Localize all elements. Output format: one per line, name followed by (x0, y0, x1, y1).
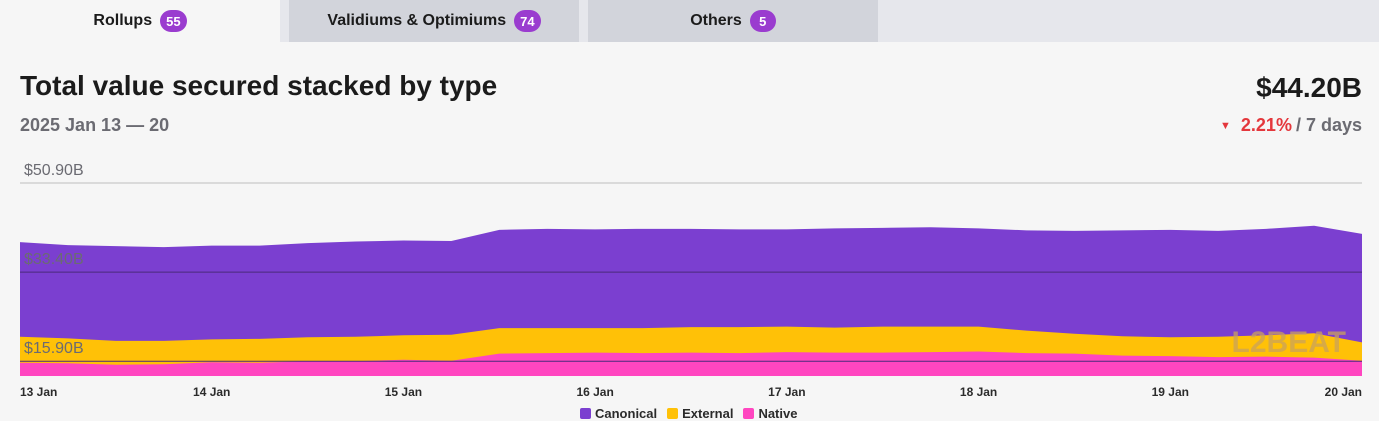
total-value: $44.20B (1256, 72, 1362, 103)
tvs-stacked-area-chart[interactable]: $50.90B $33.40B $15.90B 13 Jan 14 Jan 15 Jan 1… (0, 150, 1379, 400)
tab-bar: Rollups 55 Validiums & Optimiums 74 Othe… (0, 0, 1379, 42)
x-tick-label: 14 Jan (193, 385, 230, 399)
legend-swatch-canonical (580, 408, 591, 419)
chart-title: Total value secured stacked by type (20, 70, 498, 101)
x-tick-label: 13 Jan (20, 385, 57, 399)
tab-validiums-optimiums[interactable]: Validiums & Optimiums 74 (289, 0, 579, 42)
legend-item-native[interactable]: Native (743, 406, 797, 421)
x-tick-label: 15 Jan (385, 385, 422, 399)
triangle-down-icon: ▼ (1220, 119, 1231, 132)
change-indicator: ▼ 2.21% / 7 days (1220, 115, 1362, 136)
date-range: 2025 Jan 13 — 20 (20, 115, 170, 135)
x-tick-label: 20 Jan (1325, 385, 1362, 399)
tab-others[interactable]: Others 5 (588, 0, 878, 42)
tab-rollups-count-badge: 55 (160, 10, 187, 32)
change-period: / 7 days (1295, 115, 1362, 135)
legend-swatch-external (667, 408, 679, 419)
x-tick-label: 18 Jan (960, 385, 997, 399)
l2beat-watermark-logo: L2BEAT (1232, 326, 1346, 359)
legend-label-canonical: Canonical (595, 406, 658, 421)
tab-validiums-optimiums-label: Validiums & Optimiums (327, 12, 507, 29)
legend-label-external: External (682, 406, 734, 421)
x-tick-label: 16 Jan (576, 385, 613, 399)
tab-rollups-label: Rollups (93, 12, 153, 29)
tab-validiums-optimiums-count-badge: 74 (514, 10, 541, 32)
y-tick-label: $15.90B (24, 340, 84, 357)
y-tick-label: $33.40B (24, 251, 84, 268)
tab-rollups[interactable]: Rollups 55 (0, 0, 280, 42)
legend-item-external[interactable]: External (667, 406, 733, 421)
tab-others-label: Others (690, 12, 742, 29)
area-series-native[interactable] (20, 351, 1362, 376)
legend-item-canonical[interactable]: Canonical (580, 406, 657, 421)
x-tick-label: 17 Jan (768, 385, 805, 399)
tab-others-count-badge: 5 (749, 10, 776, 32)
x-tick-label: 19 Jan (1152, 385, 1189, 399)
chart-legend: Canonical External Native (580, 406, 797, 421)
y-tick-label: $50.90B (24, 162, 84, 179)
change-percent: 2.21% (1240, 115, 1292, 135)
legend-swatch-native (743, 408, 755, 419)
legend-label-native: Native (758, 406, 798, 421)
